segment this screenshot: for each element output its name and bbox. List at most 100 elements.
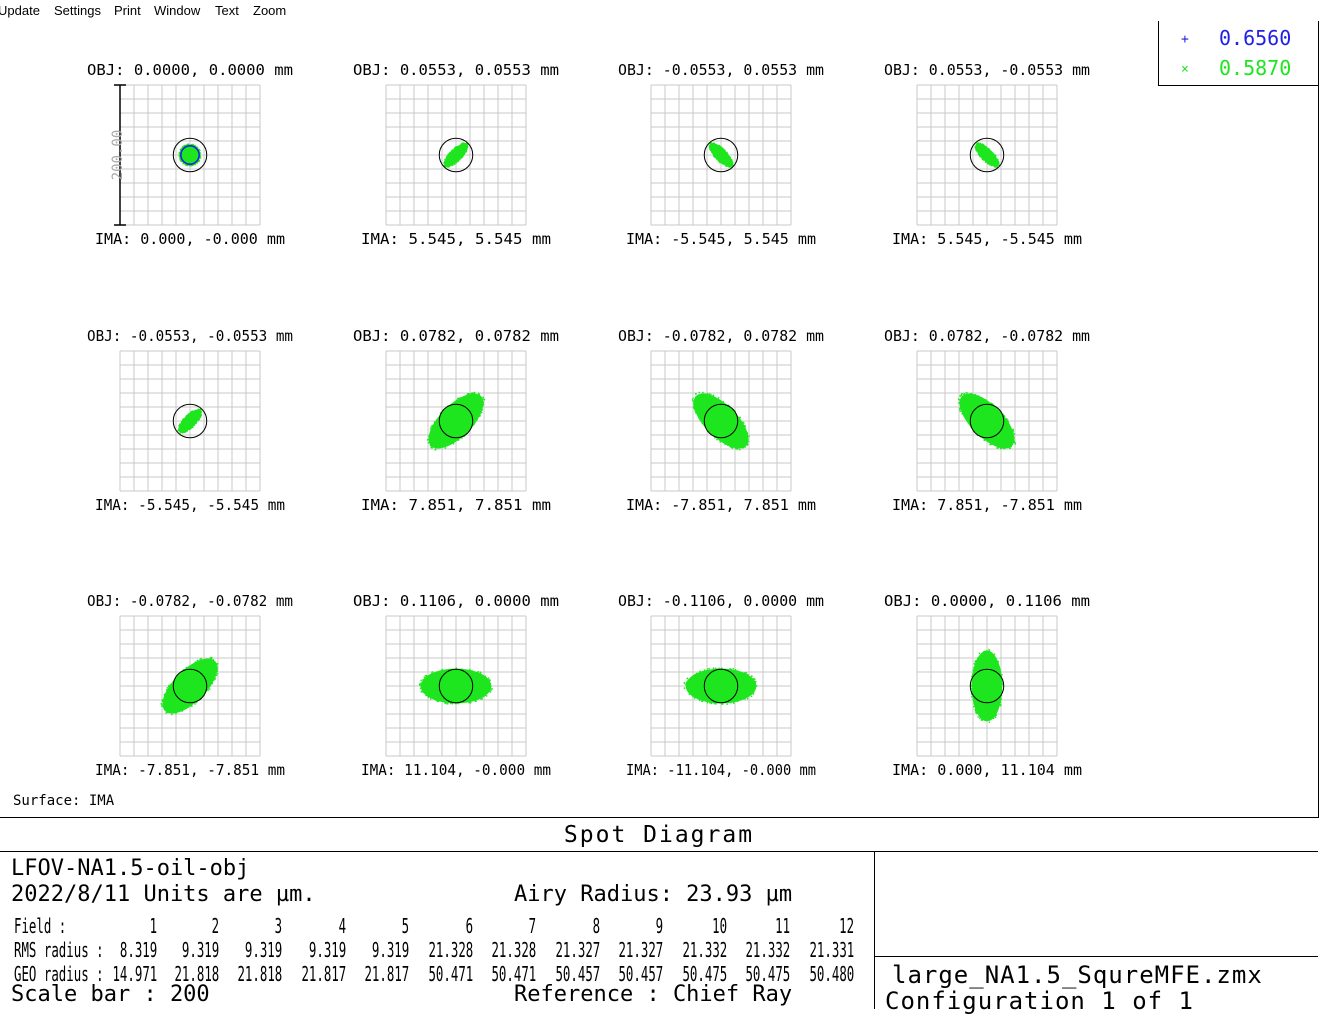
spot-green-ray [459,397,461,399]
spot-green-ray [216,670,218,673]
spot-green-ray [726,703,728,705]
spot-green-ray [431,430,434,433]
spot-green-ray [990,402,993,404]
rms-value: 21.332 [682,938,727,962]
spot-green-ray [474,394,476,396]
spot-green-ray [201,694,204,697]
spot-green-ray [436,418,439,421]
legend-row-1: + 0.6560 [1159,26,1318,56]
spot-green-ray [195,422,197,425]
spot-green-ray [734,446,736,449]
spot-green-ray [703,671,705,674]
spot-green-core [162,658,218,714]
spot-green-ray [162,698,165,701]
spot-green-ray [457,702,460,705]
spot-green-ray [687,679,690,682]
spot-green-ray [468,427,471,430]
spot-green-ray [426,681,428,683]
spot-green-ray [481,404,484,406]
spot-green-ray [459,158,461,161]
spot-green-ray [747,694,750,696]
spot-green-ray [700,696,702,699]
spot-green-ray [164,693,166,696]
spot-green-ray [172,709,174,712]
spot-green-ray [484,678,487,680]
spot-green-ray [425,683,427,686]
spot-green-ray [215,674,218,677]
geo-row-label: GEO radius : [14,962,104,986]
spot-green-ray [983,145,986,147]
spot-green-ray [971,673,974,675]
spot-green-ray [736,447,739,449]
spot-green-ray [709,670,712,673]
menu-window[interactable]: Window [154,3,201,18]
spot-green-ray [690,692,693,695]
menu-update[interactable]: Update [0,3,40,18]
spot-green-ray [743,432,746,434]
spot-green-ray [216,666,219,669]
spot-green-ray [975,659,977,662]
spot-green-ray [979,433,982,435]
spot-green-ray [1009,428,1011,431]
spot-green-ray [177,677,180,680]
spot-green-ray [194,703,196,705]
spot-green-ray [429,436,432,438]
spot-green-ray [178,423,181,426]
spot-green-ray [446,444,448,447]
spot-green-ray [744,698,746,700]
spot-green-ray [696,694,698,696]
spot-green-ray [984,654,986,657]
menu-zoom[interactable]: Zoom [253,3,287,18]
spot-green-ray [728,444,731,447]
spot-green-ray [442,670,444,673]
spot-green-ray [430,696,433,698]
spot-green-ray [993,442,996,444]
spot-green-ray [751,681,754,683]
spot-green-ray [971,689,974,692]
airy-disk-circle [438,668,474,704]
spot-green-ray [163,696,166,699]
spot-green-ray [206,662,209,664]
spot-green-ray [689,690,692,692]
spot-green-ray [745,672,748,674]
spot-green-ray [963,413,965,416]
spot-green [708,142,734,168]
spot-green-ray [477,415,479,418]
spot-green-ray [478,697,481,700]
spot-green-ray [1012,431,1014,433]
menu-print[interactable]: Print [114,3,141,18]
spot-green-ray [988,716,990,719]
spot-green-ray [729,667,731,670]
spot-green-ray [990,654,993,657]
spot-green-ray [208,685,211,688]
spot-green-ray [437,700,439,703]
field-number: 11 [775,914,790,938]
spot-green-ray [200,410,203,413]
spot-green-ray [200,414,203,417]
spot-green-ray [996,410,999,412]
spot-green-ray [994,662,997,664]
spot-green-ray [432,438,434,440]
spot-green-ray [1000,696,1002,699]
menu-text[interactable]: Text [215,3,239,18]
spot-green-ray [710,144,713,146]
spot-green-ray [726,444,729,446]
spot-green-ray [167,688,170,691]
spot-green-ray [706,701,709,704]
spot-green-ray [703,393,706,396]
spot-green-ray [187,143,190,145]
spot-green-ray [1012,428,1014,431]
spot-green-ray [995,663,997,666]
spot-green-ray [751,679,753,682]
spot-green-ray [457,439,460,441]
spot-green-ray [213,679,216,681]
spot-green-ray [1002,443,1004,446]
spot-green-ray [988,654,991,657]
menu-settings[interactable]: Settings [54,3,101,18]
spot-green-ray [960,394,963,397]
spot-green-ray [469,392,471,395]
spot-green-ray [981,157,983,159]
spot-green-ray [487,677,490,679]
spot-green-ray [998,702,1000,705]
spot-green-ray [189,704,191,706]
